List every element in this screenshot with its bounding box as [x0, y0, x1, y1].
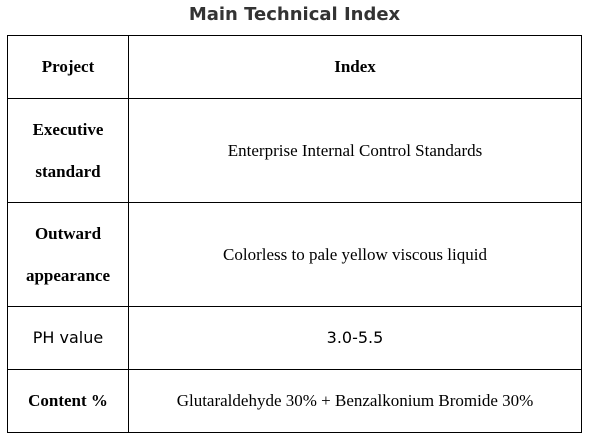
title: Main Technical Index	[188, 4, 401, 25]
header-cell: Project	[7, 35, 129, 99]
spec-table: Project Index Executive standard Enterpr…	[7, 35, 582, 433]
cell: PH value	[7, 306, 129, 370]
row: Executive standard Enterprise Internal C…	[7, 98, 582, 203]
cell: Executive standard	[7, 98, 129, 203]
cell: Outward appearance	[7, 202, 129, 307]
header-cell: Index	[128, 35, 582, 99]
cell: Enterprise Internal Control Standards	[128, 98, 582, 203]
cell: 3.0-5.5	[128, 306, 582, 370]
cell: Content %	[7, 369, 129, 433]
row: Outward appearance Colorless to pale yel…	[7, 202, 582, 307]
header-row: Project Index	[7, 35, 582, 99]
row: Content % Glutaraldehyde 30% + Benzalkon…	[7, 369, 582, 433]
row: PH value 3.0-5.5	[7, 306, 582, 370]
cell: Glutaraldehyde 30% + Benzalkonium Bromid…	[128, 369, 582, 433]
cell: Colorless to pale yellow viscous liquid	[128, 202, 582, 307]
